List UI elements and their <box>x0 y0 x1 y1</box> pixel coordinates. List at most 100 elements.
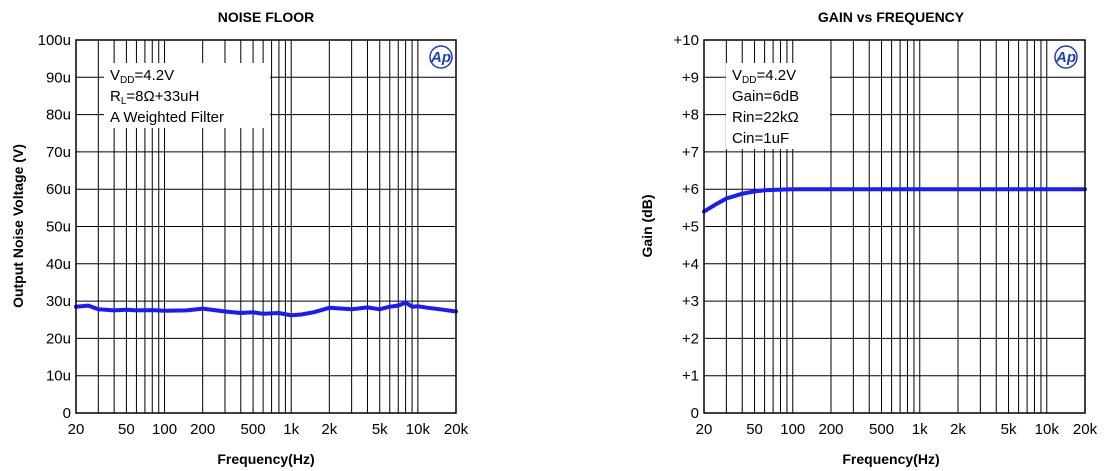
x-tick-label: 10k <box>1035 421 1060 438</box>
gain-x-axis-label: Frequency(Hz) <box>842 451 939 467</box>
y-tick-label: 80u <box>46 107 71 124</box>
data-point <box>714 202 718 206</box>
y-tick-label: 50u <box>46 219 71 236</box>
noise-floor-title: NOISE FLOOR <box>218 9 314 25</box>
data-point <box>416 304 420 308</box>
x-tick-label: 5k <box>372 421 388 438</box>
x-tick-label: 5k <box>1001 421 1017 438</box>
data-point <box>112 308 116 312</box>
data-point <box>239 311 243 315</box>
gain-y-axis-label: Gain (dB) <box>639 195 655 258</box>
y-tick-label: +6 <box>682 181 699 198</box>
noise-floor-y-axis-label: Output Noise Voltage (V) <box>10 144 26 308</box>
y-tick-label: +7 <box>682 144 699 161</box>
y-tick-label: 0 <box>691 405 699 422</box>
y-tick-label: 10u <box>46 368 71 385</box>
gain-plot-frame <box>703 39 1086 414</box>
x-tick-label: 10k <box>406 421 431 438</box>
ap-logo: Ap <box>1054 45 1078 69</box>
data-point <box>829 187 833 191</box>
noise-floor-ticks: 20 50 100 200 500 1k 2k 5k 10k 20k 0 10u 20u 30u 40u 50… <box>38 32 469 438</box>
noise-floor-plot-frame <box>75 39 457 414</box>
x-tick-label: 2k <box>321 421 337 438</box>
data-point <box>753 189 757 193</box>
x-tick-label: 100 <box>780 421 805 438</box>
x-tick-label: 1k <box>283 421 299 438</box>
y-tick-label: +10 <box>674 32 699 49</box>
data-point <box>134 308 138 312</box>
y-tick-label: +4 <box>682 256 699 273</box>
svg-text:Ap: Ap <box>1055 49 1076 66</box>
x-tick-label: 50 <box>746 421 763 438</box>
annotation-line: RL=8Ω+33uH <box>110 88 199 107</box>
y-tick-label: +2 <box>682 330 699 347</box>
data-point <box>327 306 331 310</box>
data-point <box>438 307 442 311</box>
annotation-background <box>726 63 830 149</box>
gain-title: GAIN vs FREQUENCY <box>818 9 965 25</box>
data-point <box>778 188 782 192</box>
gain-ticks: 20 50 100 200 500 1k 2k 5k 10k 20k 0 +1 +2 +3 +4 +5 +6 +7… <box>674 32 1098 438</box>
data-point <box>350 307 354 311</box>
data-point <box>96 307 100 311</box>
y-tick-label: 60u <box>46 181 71 198</box>
data-point <box>1007 187 1011 191</box>
data-point <box>724 197 728 201</box>
annotation-line: A Weighted Filter <box>110 109 224 126</box>
y-tick-label: 30u <box>46 293 71 310</box>
data-point <box>86 304 90 308</box>
data-point <box>251 310 255 314</box>
data-point <box>918 187 922 191</box>
annotation-line: Cin=1uF <box>732 130 789 147</box>
x-tick-label: 1k <box>912 421 928 438</box>
y-tick-label: +1 <box>682 368 699 385</box>
noise-floor-series <box>74 300 458 318</box>
gain-series <box>702 187 1087 214</box>
data-point <box>813 187 817 191</box>
noise-floor-chart: NOISE FLOOR Frequency(Hz) Output Noise V… <box>10 9 469 467</box>
annotation-line: Gain=6dB <box>732 88 799 105</box>
data-series-line <box>702 187 1087 214</box>
y-tick-label: 90u <box>46 69 71 86</box>
data-point <box>880 187 884 191</box>
data-point <box>185 308 189 312</box>
x-tick-label: 20k <box>444 421 469 438</box>
x-tick-label: 100 <box>152 421 177 438</box>
data-point <box>299 313 303 317</box>
x-tick-label: 200 <box>818 421 843 438</box>
gain-annotation-box: VDD=4.2V Gain=6dB Rin=22kΩ Cin=1uF <box>726 63 830 149</box>
y-tick-label: +5 <box>682 219 699 236</box>
x-tick-label: 50 <box>118 421 135 438</box>
data-point <box>124 308 128 312</box>
data-point <box>956 187 960 191</box>
data-point <box>396 304 400 308</box>
data-point <box>312 310 316 314</box>
y-tick-label: +3 <box>682 293 699 310</box>
noise-floor-x-axis-label: Frequency(Hz) <box>217 451 314 467</box>
annotation-line: VDD=4.2V <box>732 67 796 86</box>
x-tick-label: 500 <box>241 421 266 438</box>
data-point <box>763 188 767 192</box>
data-point <box>223 310 227 314</box>
y-tick-label: +9 <box>682 69 699 86</box>
y-tick-label: 100u <box>38 32 71 49</box>
data-point <box>1045 187 1049 191</box>
y-tick-label: +8 <box>682 107 699 124</box>
ap-logo: Ap <box>429 45 453 69</box>
y-tick-label: 0 <box>63 405 71 422</box>
y-tick-label: 40u <box>46 256 71 273</box>
y-tick-label: 20u <box>46 330 71 347</box>
x-tick-label: 20 <box>68 421 85 438</box>
svg-text:Ap: Ap <box>430 49 451 66</box>
data-point <box>261 312 265 316</box>
data-point <box>289 313 293 317</box>
x-tick-label: 500 <box>869 421 894 438</box>
data-point <box>150 308 154 312</box>
y-tick-label: 70u <box>46 144 71 161</box>
annotation-line: VDD=4.2V <box>110 67 174 86</box>
x-tick-label: 20 <box>696 421 713 438</box>
data-point <box>426 306 430 310</box>
data-point <box>410 305 414 309</box>
data-point <box>740 192 744 196</box>
